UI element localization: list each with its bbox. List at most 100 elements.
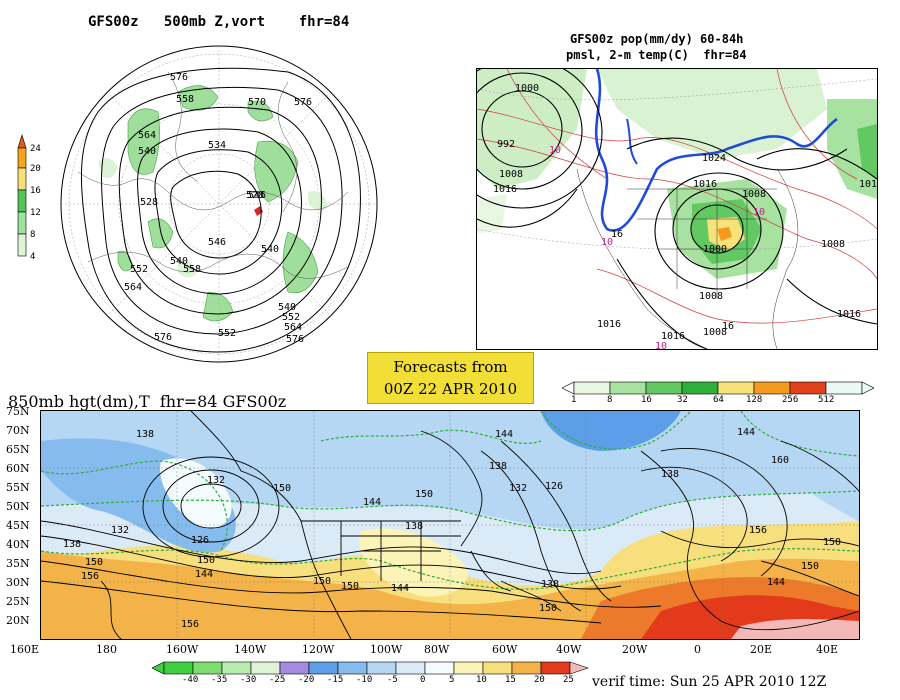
cb500-label-3: 16: [30, 186, 41, 196]
lon-label-140w: 140W: [234, 643, 267, 656]
lon-label-180: 180: [96, 643, 117, 656]
pmsl-label-15: 1008: [821, 239, 846, 250]
lon-label-0: 0: [694, 643, 701, 656]
hgt850-label-19: 144: [391, 583, 410, 594]
cb850-label-13: 20: [534, 675, 545, 685]
forecast-box-line1: Forecasts from: [393, 358, 508, 376]
hgt850-label-8: 156: [81, 571, 100, 582]
cb850-label-9: 0: [420, 675, 426, 685]
hgt850-label-7: 150: [85, 557, 104, 568]
hgt850-label-2: 132: [207, 475, 226, 486]
pmsl-label-2: 1000: [515, 83, 540, 94]
lon-label-20e: 20E: [750, 643, 773, 656]
hgt850-label-17: 144: [495, 429, 514, 440]
hgt850-label-11: 150: [313, 576, 332, 587]
forecast-info-box: Forecasts from 00Z 22 APR 2010: [367, 352, 534, 404]
z500-label-6: 540: [138, 146, 157, 157]
z500-label-5: 564: [138, 130, 157, 141]
hgt850-label-29: 144: [767, 577, 786, 588]
z500-label-1: 576: [170, 72, 189, 83]
pop-map-svg: [477, 69, 877, 349]
z500-label-18: 564: [284, 322, 303, 333]
cb850-label-5: -20: [298, 675, 315, 685]
panel-500mb-title: GFS00z 500mb Z,vort fhr=84: [88, 14, 350, 30]
panel-850mb-colorbar: -40 -35 -30 -25 -20 -15 -10 -5 0 5 10 15…: [151, 660, 592, 692]
z500-label-12: 540: [170, 256, 189, 267]
cbpop-label-1: 1: [571, 395, 577, 405]
hgt850-label-5: 138: [63, 539, 82, 550]
z500-label-14: 564: [124, 282, 143, 293]
cbpop-label-4: 32: [677, 395, 688, 405]
panel-pop-map: 992 1000 1008 1016 1024 1016 1008 1000 1…: [476, 68, 878, 350]
z500-label-2: 570: [248, 97, 267, 108]
z500-label-16: 540: [278, 302, 297, 313]
cb500-label-5: 8: [30, 230, 36, 240]
hgt850-label-3: 126: [191, 535, 210, 546]
lat-label-40n: 40N: [6, 538, 30, 551]
hgt850-label-10: 150: [197, 555, 216, 566]
lat-label-35n: 35N: [6, 557, 30, 570]
z500-label-21: 546: [208, 237, 227, 248]
pmsl-label-8: 1000: [703, 244, 728, 255]
lat-label-70n: 70N: [6, 424, 30, 437]
temp-label-4: 10: [655, 341, 668, 350]
z500-label-19: 576: [286, 334, 305, 345]
cbpop-label-8: 512: [818, 395, 835, 405]
cbpop-label-5: 64: [713, 395, 724, 405]
temp-label-6: 16: [722, 321, 735, 332]
lon-label-100w: 100W: [370, 643, 403, 656]
lon-label-160e: 160E: [10, 643, 40, 656]
temp-label-1: 10: [549, 145, 562, 156]
lon-label-80w: 80W: [424, 643, 450, 656]
cbpop-label-3: 16: [641, 395, 652, 405]
lat-label-55n: 55N: [6, 481, 30, 494]
lon-label-60w: 60W: [492, 643, 518, 656]
hgt850-label-15: 126: [545, 481, 564, 492]
cb500-label-4: 12: [30, 208, 41, 218]
pmsl-label-12: 1016: [837, 309, 862, 320]
polar-map-svg: [60, 45, 378, 363]
z500-label-13: 552: [130, 264, 149, 275]
verif-time: verif time: Sun 25 APR 2010 12Z: [592, 674, 827, 690]
cbpop-label-6: 128: [746, 395, 763, 405]
hgt850-label-16: 138: [489, 461, 508, 472]
cbpop-label-7: 256: [782, 395, 799, 405]
hgt850-label-27: 156: [749, 525, 768, 536]
lat-label-25n: 25N: [6, 595, 30, 608]
panel-pop-title-line2: pmsl, 2-m temp(C) fhr=84: [566, 48, 747, 62]
cb850-label-8: -5: [387, 675, 398, 685]
hgt850-label-28: 150: [801, 561, 820, 572]
pmsl-label-13: 1008: [703, 327, 728, 338]
cb850-label-2: -35: [211, 675, 228, 685]
cb850-label-14: 25: [563, 675, 574, 685]
hgt850-label-6: 150: [273, 483, 292, 494]
cb850-label-3: -30: [240, 675, 257, 685]
panel-500mb-colorbar: 24 20 16 12 8 4: [16, 130, 56, 270]
z500-label-15: 576: [154, 332, 173, 343]
cb850-label-11: 10: [476, 675, 487, 685]
z500-label-8: 534: [208, 140, 227, 151]
lat-label-30n: 30N: [6, 576, 30, 589]
hgt850-label-30: 150: [823, 537, 842, 548]
lat-label-60n: 60N: [6, 462, 30, 475]
lon-label-120w: 120W: [302, 643, 335, 656]
z500-label-10: 546: [248, 190, 267, 201]
temp-label-2: 10: [601, 237, 614, 248]
hgt850-label-13: 138: [405, 521, 424, 532]
hgt850-label-14: 132: [509, 483, 528, 494]
z500-label-9: 540: [261, 244, 280, 255]
pmsl-label-7: 1008: [742, 189, 767, 200]
map-850mb-svg: [41, 411, 859, 639]
hgt850-label-24: 138: [661, 469, 680, 480]
cbpop-label-2: 8: [607, 395, 613, 405]
cb850-label-12: 15: [505, 675, 516, 685]
z500-label-17: 552: [282, 312, 301, 323]
forecast-box-line2: 00Z 22 APR 2010: [383, 380, 518, 398]
hgt850-label-1: 138: [136, 429, 155, 440]
cb500-label-6: 4: [30, 252, 36, 262]
hgt850-label-22: 156: [181, 619, 200, 630]
cb850-label-4: -25: [269, 675, 286, 685]
colorbar-500mb-svg: [17, 133, 27, 257]
lon-label-20w: 20W: [622, 643, 648, 656]
z500-label-4: 558: [176, 94, 195, 105]
